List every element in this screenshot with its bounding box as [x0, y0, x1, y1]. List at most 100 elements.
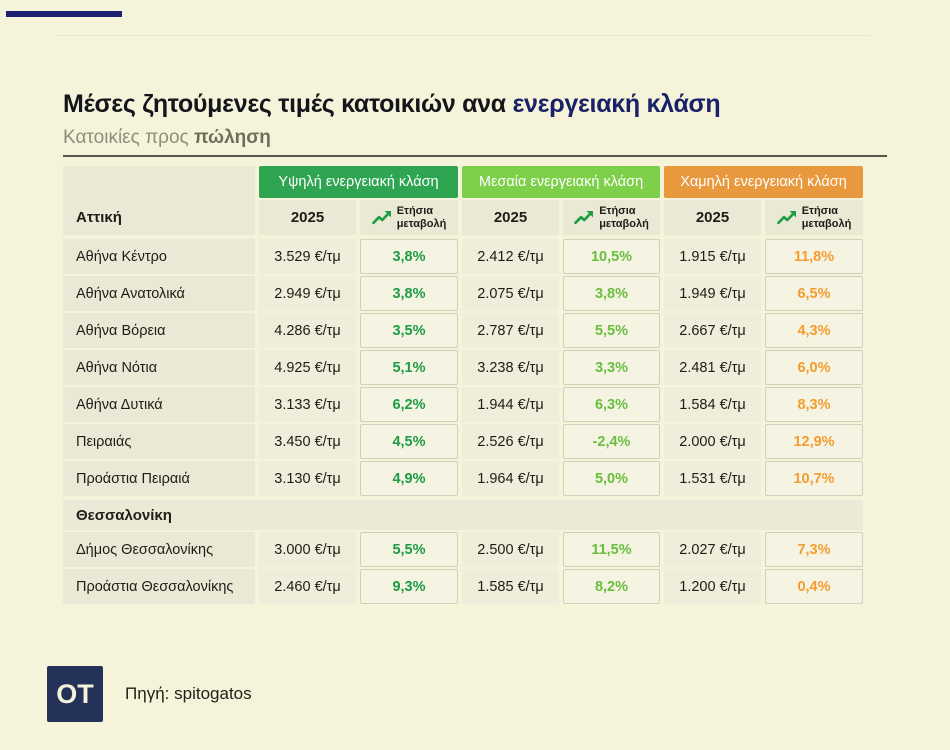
annual-change-cell: 3,8%	[360, 276, 458, 311]
title-text: Μέσες ζητούμενες τιμές κατοικιών ανα	[63, 90, 513, 118]
annual-change-cell: 8,2%	[563, 569, 660, 604]
region-cell: Προάστια Πειραιά	[63, 461, 255, 496]
annual-change-header: Ετήσια μεταβολή	[563, 200, 660, 235]
annual-change-cell: 4,9%	[360, 461, 458, 496]
annual-change-cell: 11,8%	[765, 239, 863, 274]
annual-change-cell: 4,3%	[765, 313, 863, 348]
price-cell: 3.450 €/τμ	[259, 424, 356, 459]
region-group-header-attiki: Αττική	[63, 166, 255, 235]
energy-band: Χαμηλή ενεργειακή κλάση	[664, 166, 863, 198]
annual-change-cell: 9,3%	[360, 569, 458, 604]
price-cell: 3.133 €/τμ	[259, 387, 356, 422]
price-cell: 1.200 €/τμ	[664, 569, 761, 604]
price-cell: 2.460 €/τμ	[259, 569, 356, 604]
page-subtitle: Κατοικίες προς πώληση	[63, 127, 271, 149]
annual-change-cell: 3,8%	[563, 276, 660, 311]
title-accent-text: ενεργειακή κλάση	[512, 90, 721, 118]
region-cell: Πειραιάς	[63, 424, 255, 459]
table-row: Πειραιάς 3.450 €/τμ 4,5% 2.526 €/τμ -2,4% 2.0…	[63, 424, 863, 459]
annual-change-cell: 4,5%	[360, 424, 458, 459]
price-cell: 4.286 €/τμ	[259, 313, 356, 348]
price-cell: 1.964 €/τμ	[462, 461, 559, 496]
table-row: Προάστια Πειραιά 3.130 €/τμ 4,9% 1.964 €/τμ…	[63, 461, 863, 496]
price-cell: 1.949 €/τμ	[664, 276, 761, 311]
price-cell: 2.667 €/τμ	[664, 313, 761, 348]
annual-change-cell: 5,5%	[360, 532, 458, 567]
price-cell: 1.585 €/τμ	[462, 569, 559, 604]
year-header: 2025	[259, 200, 356, 235]
region-cell: Αθήνα Ανατολικά	[63, 276, 255, 311]
region-cell: Αθήνα Κέντρο	[63, 239, 255, 274]
price-cell: 2.526 €/τμ	[462, 424, 559, 459]
price-cell: 2.027 €/τμ	[664, 532, 761, 567]
trend-up-icon	[776, 211, 796, 225]
trend-up-icon	[574, 211, 594, 225]
annual-change-cell: 5,5%	[563, 313, 660, 348]
region-cell: Αθήνα Βόρεια	[63, 313, 255, 348]
annual-change-cell: 10,5%	[563, 239, 660, 274]
year-header: 2025	[664, 200, 761, 235]
table-row: Προάστια Θεσσαλονίκης 2.460 €/τμ 9,3% 1.585…	[63, 569, 863, 604]
section-header: Θεσσαλονίκη	[63, 500, 863, 530]
annual-change-cell: 3,3%	[563, 350, 660, 385]
subtitle-divider	[63, 155, 887, 157]
annual-change-header: Ετήσια μεταβολή	[765, 200, 863, 235]
price-cell: 3.130 €/τμ	[259, 461, 356, 496]
annual-change-cell: 12,9%	[765, 424, 863, 459]
energy-price-table: Αττική Υψηλή ενεργειακή κλάση Μεσαία ενε…	[63, 166, 863, 606]
subtitle-bold-text: πώληση	[194, 127, 271, 148]
region-cell: Αθήνα Νότια	[63, 350, 255, 385]
annual-change-cell: 6,2%	[360, 387, 458, 422]
annual-change-cell: 6,3%	[563, 387, 660, 422]
annual-change-cell: 11,5%	[563, 532, 660, 567]
price-cell: 1.915 €/τμ	[664, 239, 761, 274]
price-cell: 2.075 €/τμ	[462, 276, 559, 311]
price-cell: 1.584 €/τμ	[664, 387, 761, 422]
annual-change-header: Ετήσια μεταβολή	[360, 200, 458, 235]
annual-change-cell: 6,0%	[765, 350, 863, 385]
price-cell: 1.531 €/τμ	[664, 461, 761, 496]
top-accent-bar	[6, 11, 122, 17]
annual-change-cell: 3,8%	[360, 239, 458, 274]
annual-change-cell: 7,3%	[765, 532, 863, 567]
trend-up-icon	[371, 211, 391, 225]
annual-change-cell: 0,4%	[765, 569, 863, 604]
ot-logo: OT	[47, 666, 103, 722]
annual-change-cell: 3,5%	[360, 313, 458, 348]
price-cell: 2.500 €/τμ	[462, 532, 559, 567]
price-cell: 3.238 €/τμ	[462, 350, 559, 385]
price-cell: 2.000 €/τμ	[664, 424, 761, 459]
region-cell: Δήμος Θεσσαλονίκης	[63, 532, 255, 567]
region-cell: Προάστια Θεσσαλονίκης	[63, 569, 255, 604]
annual-change-label: Ετήσια μεταβολή	[599, 204, 649, 230]
price-cell: 2.949 €/τμ	[259, 276, 356, 311]
annual-change-cell: 5,0%	[563, 461, 660, 496]
energy-band: Μεσαία ενεργειακή κλάση	[462, 166, 660, 198]
annual-change-cell: 6,5%	[765, 276, 863, 311]
annual-change-cell: 10,7%	[765, 461, 863, 496]
table-row: Αθήνα Κέντρο 3.529 €/τμ 3,8% 2.412 €/τμ 10,5…	[63, 239, 863, 274]
region-cell: Αθήνα Δυτικά	[63, 387, 255, 422]
price-cell: 4.925 €/τμ	[259, 350, 356, 385]
annual-change-cell: -2,4%	[563, 424, 660, 459]
table-row: Αθήνα Ανατολικά 2.949 €/τμ 3,8% 2.075 €/τμ 3…	[63, 276, 863, 311]
price-cell: 2.481 €/τμ	[664, 350, 761, 385]
table-row: Δήμος Θεσσαλονίκης 3.000 €/τμ 5,5% 2.500 €/…	[63, 532, 863, 567]
annual-change-label: Ετήσια μεταβολή	[801, 204, 852, 230]
source-caption: Πηγή: spitogatos	[125, 684, 252, 703]
table-row: Αθήνα Δυτικά 3.133 €/τμ 6,2% 1.944 €/τμ 6,3%…	[63, 387, 863, 422]
price-cell: 2.787 €/τμ	[462, 313, 559, 348]
top-divider	[57, 35, 870, 36]
page-title: Μέσες ζητούμενες τιμές κατοικιών ανα ενε…	[63, 90, 721, 119]
year-header: 2025	[462, 200, 559, 235]
annual-change-cell: 8,3%	[765, 387, 863, 422]
subtitle-text: Κατοικίες προς	[63, 127, 194, 148]
table-body: Αθήνα Κέντρο 3.529 €/τμ 3,8% 2.412 €/τμ 10,5…	[63, 239, 863, 604]
price-cell: 3.000 €/τμ	[259, 532, 356, 567]
price-cell: 2.412 €/τμ	[462, 239, 559, 274]
table-header: Αττική Υψηλή ενεργειακή κλάση Μεσαία ενε…	[63, 166, 863, 235]
energy-band: Υψηλή ενεργειακή κλάση	[259, 166, 458, 198]
price-cell: 1.944 €/τμ	[462, 387, 559, 422]
price-cell: 3.529 €/τμ	[259, 239, 356, 274]
annual-change-cell: 5,1%	[360, 350, 458, 385]
